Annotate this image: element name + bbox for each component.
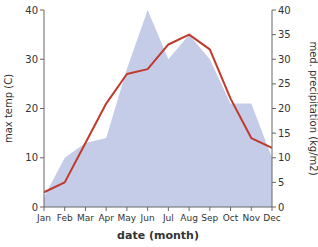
x-tick [189, 207, 190, 211]
x-tick-label: May [118, 213, 137, 223]
x-tick [168, 207, 169, 211]
y2-tick-label: 15 [278, 128, 291, 139]
y-tick-label: 20 [25, 103, 38, 114]
y2-tick [272, 10, 276, 11]
x-tick [209, 207, 210, 211]
y2-tick [272, 108, 276, 109]
y-tick [40, 108, 44, 109]
x-tick [44, 207, 45, 211]
x-tick-label: Jul [162, 213, 174, 223]
y-tick-label: 40 [25, 5, 38, 16]
y-tick-label: 0 [32, 202, 38, 213]
x-tick-label: Jun [140, 213, 155, 223]
precipitation-area [44, 10, 272, 207]
x-tick [251, 207, 252, 211]
y2-tick-label: 40 [278, 5, 291, 16]
x-tick-label: Apr [98, 213, 114, 223]
y-tick [40, 59, 44, 60]
y2-tick [272, 59, 276, 60]
x-tick-label: Dec [263, 213, 280, 223]
y2-tick-label: 25 [278, 78, 291, 89]
y2-tick-label: 5 [278, 177, 284, 188]
y2-tick [272, 83, 276, 84]
y-tick [40, 157, 44, 158]
chart-container: JanFebMarAprMayJunJulAugSepOctNovDec0102… [0, 0, 318, 247]
x-axis-label: date (month) [117, 229, 199, 242]
y2-tick [272, 182, 276, 183]
x-tick-label: Aug [180, 213, 198, 223]
y-tick-label: 10 [25, 152, 38, 163]
plot-area [44, 10, 272, 207]
y-axis-label: max temp (C) [3, 74, 14, 143]
x-tick-label: Feb [57, 213, 73, 223]
y-tick [40, 10, 44, 11]
x-tick-label: Oct [223, 213, 239, 223]
y2-tick-label: 20 [278, 103, 291, 114]
y2-tick [272, 133, 276, 134]
x-tick-label: Jan [36, 213, 51, 223]
x-tick [230, 207, 231, 211]
y2-tick [272, 157, 276, 158]
y2-tick-label: 35 [278, 29, 291, 40]
y2-axis-label: med. precipitation (kg/m2) [308, 41, 318, 175]
y-tick [40, 207, 44, 208]
y2-tick-label: 10 [278, 152, 291, 163]
x-tick [126, 207, 127, 211]
chart: JanFebMarAprMayJunJulAugSepOctNovDec0102… [0, 0, 318, 247]
x-tick-label: Sep [201, 213, 218, 223]
x-tick-label: Mar [77, 213, 94, 223]
y2-tick [272, 34, 276, 35]
x-tick [64, 207, 65, 211]
x-tick [85, 207, 86, 211]
x-tick [106, 207, 107, 211]
x-tick-label: Nov [242, 213, 260, 223]
y2-tick [272, 207, 276, 208]
x-axis-line [44, 207, 272, 208]
y2-tick-label: 30 [278, 54, 291, 65]
y-tick-label: 30 [25, 54, 38, 65]
y2-tick-label: 0 [278, 202, 284, 213]
temperature-line [44, 35, 272, 193]
x-tick [147, 207, 148, 211]
x-tick [272, 207, 273, 211]
